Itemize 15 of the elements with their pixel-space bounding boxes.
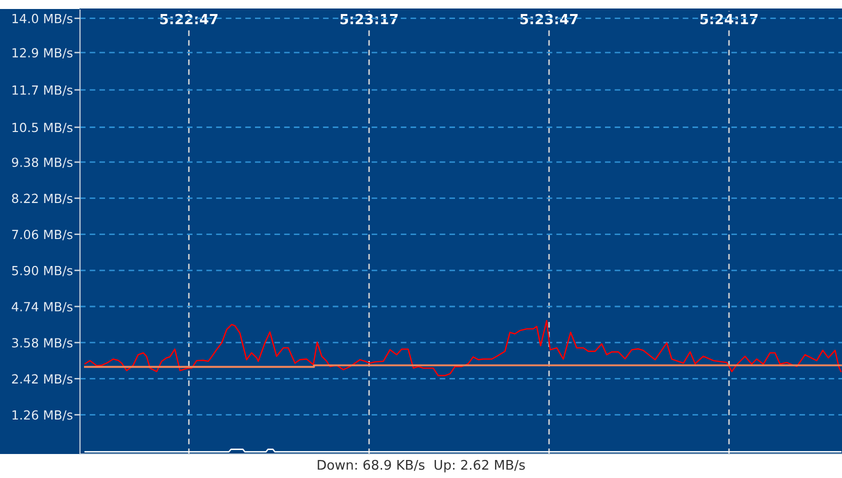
y-tick-label: 14.0 MB/s xyxy=(12,14,72,24)
y-tick-label: 10.5 MB/s xyxy=(12,122,72,134)
y-tick-label: 8.22 MB/s xyxy=(12,194,72,204)
y-tick-label: 3.58 MB/s xyxy=(12,338,72,349)
y-tick-label: 11.7 MB/s xyxy=(12,86,72,96)
y-tick-label: 1.26 MB/s xyxy=(12,410,72,421)
y-tick-label: 9.38 MB/s xyxy=(12,158,72,168)
y-tick-label: 4.74 MB/s xyxy=(12,302,72,312)
y-tick-label: 5.90 MB/s xyxy=(12,266,72,276)
y-tick-label: 12.9 MB/s xyxy=(12,48,72,58)
line-series xyxy=(84,320,842,376)
text: Down: 68.9 KB/s Up: 2.62 MB/s xyxy=(318,460,525,472)
y-tick-label: 7.06 MB/s xyxy=(12,230,72,240)
y-tick-label: 2.42 MB/s xyxy=(12,374,72,385)
x-tick-label: 5:22:47 xyxy=(160,14,218,24)
